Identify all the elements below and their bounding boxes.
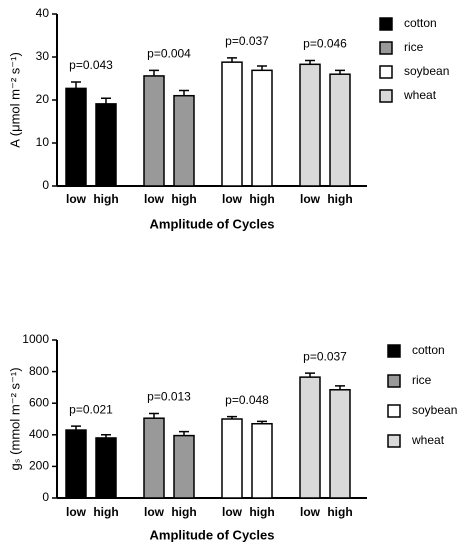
error-bar: [257, 420, 267, 424]
error-bar: [149, 412, 159, 419]
y-tick-label: 200: [29, 459, 49, 473]
x-tick-label: high: [249, 505, 274, 519]
p-value: p=0.048: [225, 393, 269, 407]
legend-swatch: [387, 374, 401, 388]
error-bar: [305, 372, 315, 378]
x-tick-label: high: [327, 192, 352, 206]
error-bar: [335, 385, 345, 390]
error-bar: [335, 69, 345, 75]
x-axis-label: Amplitude of Cycles: [150, 216, 275, 231]
error-bar: [179, 430, 189, 436]
bar: [251, 422, 273, 499]
bar: [143, 75, 165, 187]
bar: [143, 417, 165, 499]
bar: [329, 389, 351, 499]
y-tick-label: 1000: [22, 332, 49, 346]
bar: [299, 376, 321, 499]
bar: [329, 73, 351, 187]
error-bar: [101, 97, 111, 104]
legend-label: wheat: [403, 88, 437, 102]
p-value: p=0.004: [147, 47, 191, 61]
legend-label: wheat: [411, 433, 445, 447]
error-bar: [305, 59, 315, 65]
p-value: p=0.043: [69, 58, 113, 72]
p-value: p=0.046: [303, 37, 347, 51]
p-value: p=0.013: [147, 390, 191, 404]
error-bar: [71, 81, 81, 89]
x-tick-label: low: [222, 505, 243, 519]
x-tick-label: high: [249, 192, 274, 206]
y-tick-label: 10: [36, 135, 50, 149]
error-bar: [227, 57, 237, 63]
x-tick-label: low: [66, 192, 87, 206]
legend-swatch: [387, 434, 401, 448]
x-tick-label: low: [300, 505, 321, 519]
bar: [251, 69, 273, 187]
bar: [95, 437, 117, 499]
x-tick-label: high: [327, 505, 352, 519]
bar: [221, 61, 243, 187]
y-tick-label: 0: [42, 178, 49, 192]
bar: [65, 429, 87, 499]
y-tick-label: 0: [42, 490, 49, 504]
bar: [95, 103, 117, 187]
error-bar: [101, 434, 111, 438]
x-tick-label: low: [66, 505, 87, 519]
legend-swatch: [379, 41, 393, 55]
x-tick-label: low: [144, 192, 165, 206]
x-tick-label: high: [171, 192, 196, 206]
legend-swatch: [387, 344, 401, 358]
legend-label: soybean: [404, 64, 449, 78]
x-tick-label: high: [93, 192, 118, 206]
p-value: p=0.037: [225, 34, 269, 48]
legend-label: cotton: [412, 343, 445, 357]
error-bar: [179, 89, 189, 96]
bar: [299, 63, 321, 187]
bar: [173, 434, 195, 499]
bar: [65, 87, 87, 187]
legend-swatch: [387, 404, 401, 418]
bar: [173, 94, 195, 187]
error-bar: [257, 65, 267, 71]
x-tick-label: high: [93, 505, 118, 519]
error-bar: [71, 425, 81, 431]
p-value: p=0.021: [69, 402, 113, 416]
x-tick-label: low: [144, 505, 165, 519]
y-tick-label: 30: [36, 49, 50, 63]
y-tick-label: 40: [36, 6, 50, 20]
bar: [221, 418, 243, 499]
p-value: p=0.037: [303, 349, 347, 363]
legend-swatch: [379, 89, 393, 103]
error-bar: [149, 69, 159, 76]
x-tick-label: low: [300, 192, 321, 206]
legend-label: cotton: [404, 16, 437, 30]
y-tick-label: 400: [29, 427, 49, 441]
y-axis-label: A (μmol m⁻² s⁻¹): [7, 52, 22, 148]
y-tick-label: 20: [36, 92, 50, 106]
x-tick-label: high: [171, 505, 196, 519]
legend-swatch: [379, 17, 393, 31]
legend-swatch: [379, 65, 393, 79]
y-tick-label: 800: [29, 364, 49, 378]
x-tick-label: low: [222, 192, 243, 206]
error-bar: [227, 415, 237, 419]
legend-label: soybean: [412, 403, 457, 417]
y-tick-label: 600: [29, 395, 49, 409]
legend-label: rice: [412, 373, 432, 387]
x-axis-label: Amplitude of Cycles: [150, 527, 275, 542]
y-axis-label: gₛ (mmol m⁻² s⁻¹): [7, 367, 22, 470]
legend-label: rice: [404, 40, 424, 54]
